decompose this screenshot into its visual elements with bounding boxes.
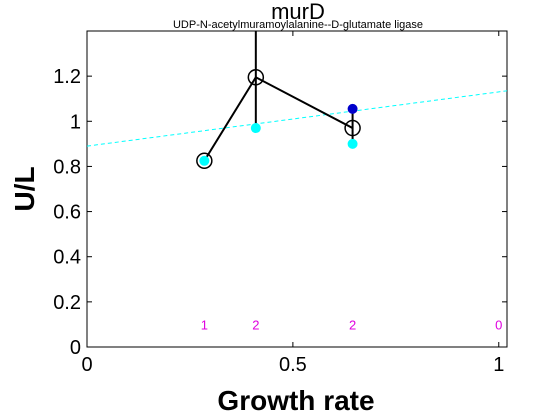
y-tick-label: 0.4 [53, 247, 81, 269]
y-tick-label: 1 [70, 111, 81, 133]
count-label: 2 [252, 317, 259, 332]
mean-series-line [203, 75, 354, 162]
y-tick-label: 0 [70, 337, 81, 359]
axes-box [86, 30, 508, 348]
y-axis-label: U/L [9, 166, 40, 211]
cyan-point [250, 123, 261, 134]
blue-point [347, 103, 358, 114]
mean-marker [344, 119, 361, 137]
count-label: 1 [201, 317, 208, 332]
fit-line [86, 90, 508, 147]
fit-line-layer [86, 90, 508, 147]
cyan-point [199, 155, 210, 166]
y-tick-label: 0.8 [53, 156, 81, 178]
mean-marker [247, 69, 265, 86]
chart-title: murD [271, 0, 325, 24]
count-labels-layer: 1 2 2 0 [201, 317, 503, 332]
chart-subtitle: UDP-N-acetylmuramoylalanine--D-glutamate… [173, 19, 423, 31]
y-axis-ticks: 0 0.2 0.4 0.6 0.8 1 1.2 [53, 66, 507, 359]
mean-series-layer [203, 75, 354, 162]
x-axis-label: Growth rate [217, 385, 374, 416]
x-tick-label: 0 [81, 354, 92, 376]
count-label: 0 [495, 317, 502, 332]
y-tick-label: 0.6 [53, 202, 81, 224]
x-tick-label: 1 [493, 354, 504, 376]
plot-area: 1 2 2 0 [86, 30, 508, 348]
y-tick-label: 0.2 [53, 292, 81, 314]
cyan-point [347, 138, 358, 149]
count-label: 2 [349, 317, 356, 332]
x-axis-ticks: 0 0.5 1 [81, 31, 504, 376]
points-layer [196, 69, 361, 170]
mean-marker [196, 152, 213, 170]
y-tick-label: 1.2 [53, 66, 81, 88]
x-tick-label: 0.5 [279, 354, 307, 376]
